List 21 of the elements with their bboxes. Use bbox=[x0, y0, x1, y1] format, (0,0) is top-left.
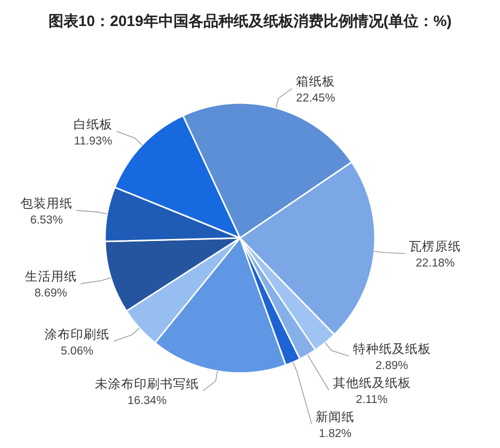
data-label: 11.93% bbox=[74, 135, 112, 148]
data-label: 5.06% bbox=[60, 345, 94, 358]
slice-label: 瓦楞原纸 bbox=[409, 240, 462, 254]
data-label: 2.11% bbox=[356, 394, 388, 406]
slice-label: 箱纸板 bbox=[296, 74, 336, 89]
slice-label: 新闻纸 bbox=[316, 410, 355, 424]
data-label: 2.89% bbox=[376, 360, 408, 372]
slice-label: 包装用纸 bbox=[20, 196, 72, 210]
chart-title: 图表10：2019年中国各品种纸及纸板消费比例情况(单位：%) bbox=[48, 13, 452, 30]
data-label: 22.18% bbox=[416, 258, 455, 270]
data-label: 8.69% bbox=[34, 288, 68, 300]
data-label: 1.82% bbox=[318, 428, 352, 440]
slice-label: 涂布印刷纸 bbox=[44, 327, 110, 342]
slice-label: 生活用纸 bbox=[24, 270, 77, 284]
data-label: 6.53% bbox=[30, 214, 63, 226]
slice-label: 其他纸及纸板 bbox=[332, 376, 411, 390]
slice-label: 未涂布印刷书写纸 bbox=[95, 376, 200, 391]
slice-label: 特种纸及纸板 bbox=[352, 342, 431, 356]
data-label: 16.34% bbox=[128, 394, 167, 407]
data-label: 22.45% bbox=[296, 92, 336, 105]
slice-label: 白纸板 bbox=[74, 117, 113, 132]
